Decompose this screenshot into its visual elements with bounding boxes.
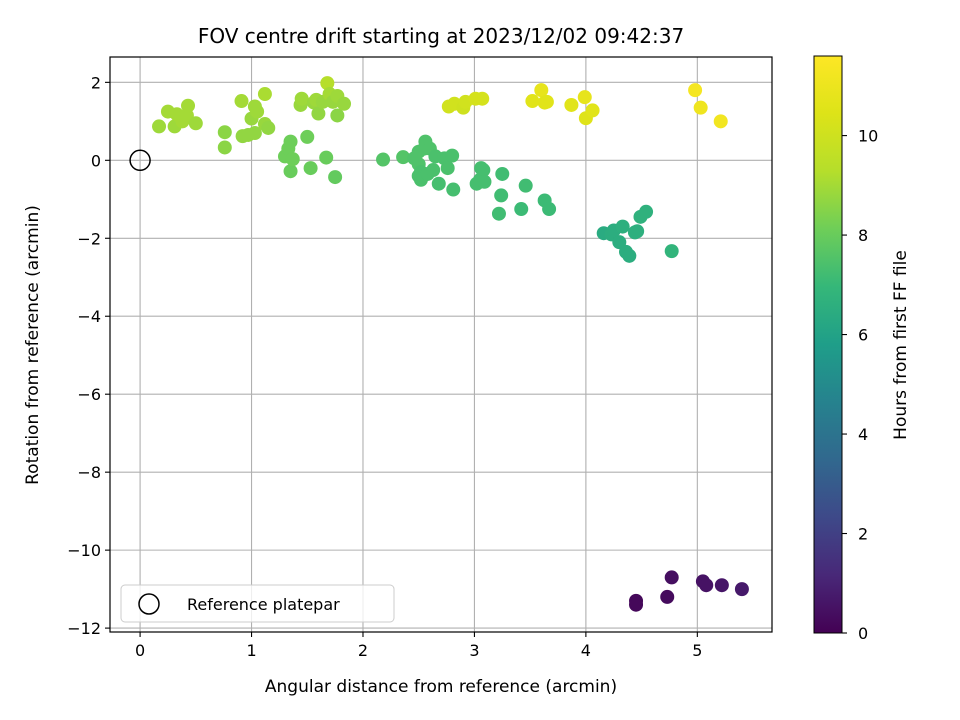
data-point bbox=[564, 97, 579, 112]
data-point bbox=[664, 570, 679, 585]
data-point bbox=[699, 578, 714, 593]
data-point bbox=[446, 182, 461, 197]
data-point bbox=[577, 90, 592, 105]
data-point bbox=[250, 104, 265, 119]
data-points bbox=[152, 76, 749, 612]
data-point bbox=[525, 94, 540, 109]
x-tick-label: 1 bbox=[246, 641, 256, 660]
legend-marker-icon bbox=[138, 593, 160, 615]
data-point bbox=[234, 94, 249, 109]
data-point bbox=[328, 170, 343, 185]
data-point bbox=[585, 103, 600, 118]
data-point bbox=[475, 91, 490, 106]
data-point bbox=[247, 126, 262, 141]
y-tick-label: −4 bbox=[77, 307, 101, 326]
x-tick-label: 5 bbox=[692, 641, 702, 660]
data-point bbox=[713, 114, 728, 129]
colorbar-tick-label: 2 bbox=[858, 525, 868, 544]
data-point bbox=[181, 98, 196, 113]
data-point bbox=[285, 152, 300, 167]
colorbar: 0 2 4 6 8 10 Hours from first FF file bbox=[813, 55, 911, 643]
x-axis-ticks: 0 1 2 3 4 5 bbox=[135, 632, 702, 660]
data-point bbox=[514, 202, 529, 217]
colorbar-tick-label: 8 bbox=[858, 226, 868, 245]
data-point bbox=[734, 582, 749, 597]
data-point bbox=[330, 108, 345, 123]
data-point bbox=[431, 176, 446, 191]
colorbar-tick-label: 0 bbox=[858, 624, 868, 643]
data-point bbox=[257, 87, 272, 102]
data-point bbox=[539, 94, 554, 109]
y-tick-label: 0 bbox=[91, 151, 101, 170]
data-point bbox=[495, 166, 510, 181]
data-point bbox=[615, 219, 630, 234]
data-point bbox=[630, 224, 645, 239]
data-point bbox=[152, 119, 167, 134]
data-point bbox=[542, 202, 557, 217]
data-point bbox=[622, 248, 637, 263]
data-point bbox=[518, 178, 533, 193]
y-tick-label: −12 bbox=[67, 619, 101, 638]
data-point bbox=[693, 100, 708, 115]
y-axis-label: Rotation from reference (arcmin) bbox=[23, 205, 43, 485]
data-point bbox=[639, 204, 654, 219]
data-point bbox=[283, 164, 298, 179]
data-point bbox=[376, 152, 391, 167]
data-point bbox=[188, 116, 203, 131]
x-tick-label: 0 bbox=[135, 641, 145, 660]
grid-lines bbox=[110, 57, 772, 632]
reference-marker bbox=[129, 149, 151, 172]
data-point bbox=[534, 83, 549, 98]
data-point bbox=[320, 76, 335, 91]
colorbar-tick-label: 6 bbox=[858, 326, 868, 345]
x-tick-label: 4 bbox=[581, 641, 591, 660]
legend-box bbox=[120, 584, 395, 623]
data-point bbox=[300, 129, 315, 144]
colorbar-gradient bbox=[813, 55, 843, 634]
data-point bbox=[426, 163, 441, 178]
x-tick-label: 2 bbox=[358, 641, 368, 660]
data-point bbox=[396, 150, 411, 165]
data-point bbox=[261, 120, 276, 135]
y-tick-label: −2 bbox=[77, 229, 101, 248]
data-point bbox=[303, 161, 318, 176]
y-tick-label: −6 bbox=[77, 385, 101, 404]
y-tick-label: 2 bbox=[91, 73, 101, 92]
y-tick-label: −10 bbox=[67, 541, 101, 560]
data-point bbox=[477, 174, 492, 189]
x-tick-label: 3 bbox=[469, 641, 479, 660]
data-point bbox=[688, 83, 703, 98]
data-point bbox=[494, 188, 509, 203]
plot-frame bbox=[109, 56, 773, 633]
x-axis-label: Angular distance from reference (arcmin) bbox=[265, 677, 617, 697]
data-point bbox=[714, 578, 729, 593]
data-point bbox=[311, 106, 326, 121]
data-point bbox=[294, 91, 309, 106]
colorbar-label: Hours from first FF file bbox=[891, 250, 911, 440]
legend-label: Reference platepar bbox=[187, 595, 340, 614]
data-point bbox=[660, 589, 675, 604]
data-point bbox=[283, 134, 298, 149]
data-point bbox=[612, 235, 627, 250]
data-point bbox=[337, 96, 352, 111]
legend: Reference platepar bbox=[120, 584, 395, 623]
data-point bbox=[476, 163, 491, 178]
colorbar-ticks: 0 2 4 6 8 10 bbox=[842, 127, 878, 643]
y-axis-ticks: −12 −10 −8 −6 −4 −2 0 2 bbox=[67, 73, 110, 638]
data-point bbox=[217, 140, 232, 155]
colorbar-tick-label: 10 bbox=[858, 127, 878, 146]
data-point bbox=[440, 161, 455, 176]
chart-title: FOV centre drift starting at 2023/12/02 … bbox=[198, 24, 684, 48]
data-point bbox=[629, 597, 644, 612]
data-point bbox=[445, 148, 460, 163]
data-point bbox=[664, 244, 679, 259]
data-point bbox=[319, 150, 334, 165]
colorbar-tick-label: 4 bbox=[858, 425, 868, 444]
data-point bbox=[217, 125, 232, 140]
data-point bbox=[491, 206, 506, 221]
y-tick-label: −8 bbox=[77, 463, 101, 482]
reference-point bbox=[129, 149, 151, 172]
